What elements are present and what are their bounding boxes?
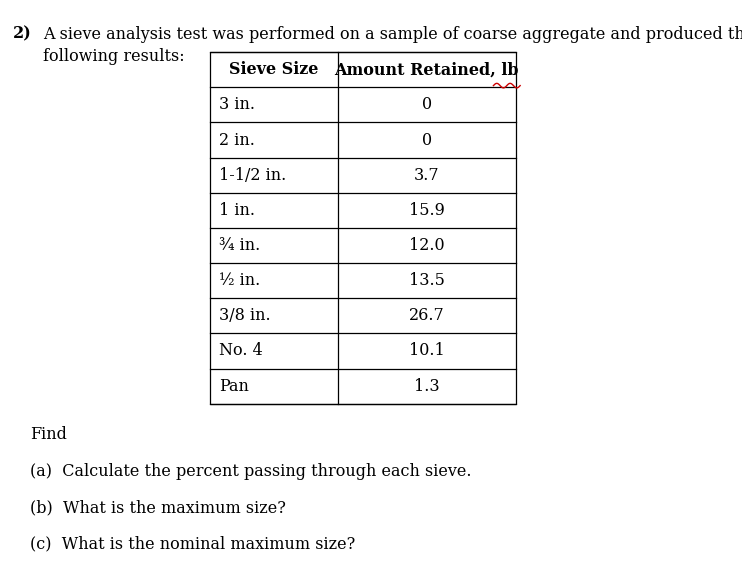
Text: 0: 0 [421,96,432,113]
Text: 3 in.: 3 in. [219,96,255,113]
Bar [210,52,516,404]
Text: 12.0: 12.0 [409,237,444,254]
Text: 1-1/2 in.: 1-1/2 in. [219,167,286,184]
Text: 3.7: 3.7 [414,167,439,184]
Text: No. 4: No. 4 [219,342,263,359]
Text: Amount Retained, lb: Amount Retained, lb [335,61,519,78]
Text: ¾ in.: ¾ in. [219,237,260,254]
Text: 13.5: 13.5 [409,272,444,289]
Text: 0: 0 [421,132,432,149]
Text: following results:: following results: [43,48,185,65]
Text: A sieve analysis test was performed on a sample of coarse aggregate and produced: A sieve analysis test was performed on a… [43,26,742,43]
Text: Find: Find [30,426,67,443]
Text: 2): 2) [13,26,32,43]
Text: (a)  Calculate the percent passing through each sieve.: (a) Calculate the percent passing throug… [30,463,471,480]
Text: 3/8 in.: 3/8 in. [219,307,271,324]
Text: 26.7: 26.7 [409,307,444,324]
Text: Sieve Size: Sieve Size [229,61,318,78]
Text: (b)  What is the maximum size?: (b) What is the maximum size? [30,499,286,516]
Text: 15.9: 15.9 [409,202,444,219]
Text: 1.3: 1.3 [414,378,439,395]
Text: Pan: Pan [219,378,249,395]
Text: 2 in.: 2 in. [219,132,255,149]
Text: (c)  What is the nominal maximum size?: (c) What is the nominal maximum size? [30,535,355,552]
Text: 1 in.: 1 in. [219,202,255,219]
Text: ½ in.: ½ in. [219,272,260,289]
Text: 10.1: 10.1 [409,342,444,359]
